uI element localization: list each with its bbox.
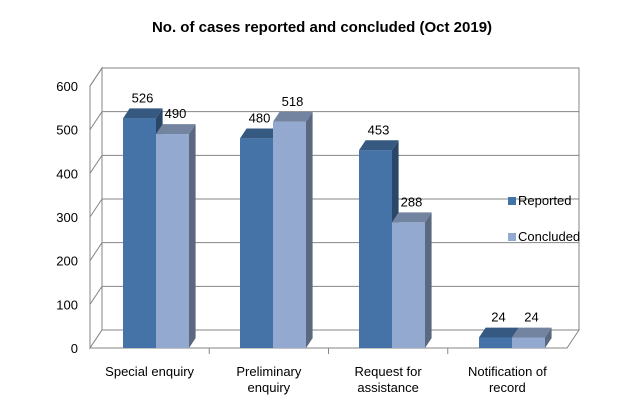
bar-front [359,150,392,348]
bar-top [479,327,519,338]
bar-front [479,337,512,348]
data-label: 24 [524,310,538,325]
bar-top [359,140,399,151]
bar-front [240,138,273,348]
y-tick-label: 100 [56,297,78,312]
bar-concluded-4 [512,327,552,348]
plot-area: 0 100 200 300 400 500 600 526 480 453 24 490 518 288 2… [56,66,580,395]
bar-front [123,118,156,349]
bar-side [306,111,313,348]
data-label: 518 [282,94,304,109]
data-label: 526 [132,90,154,105]
y-tick-label: 200 [56,254,78,269]
bar-front [392,222,425,348]
x-category-label: Special enquiry [105,364,194,379]
bar-top [273,111,313,122]
legend-swatch-concluded [508,233,516,241]
bar-front [273,121,306,348]
x-category-label: Request for assistance [355,364,423,395]
y-tick-label: 500 [56,123,78,138]
bar-top [156,124,196,135]
x-category-label: Notification of record [468,364,547,395]
y-tick-label: 300 [56,210,78,225]
legend-swatch-reported [508,197,516,205]
bar-top [123,108,163,119]
gridline [89,111,579,130]
legend: Reported Concluded [508,193,580,244]
bar-front [156,134,189,348]
bar-top [512,327,552,338]
legend-label-reported: Reported [518,193,571,208]
bar-side [189,124,196,348]
y-tick-label: 0 [71,341,78,356]
bar-concluded-1 [156,124,196,348]
data-label: 453 [368,122,390,137]
gridline [89,154,579,174]
data-label: 24 [491,310,505,325]
gridline [89,67,579,87]
bar-concluded-3 [392,212,432,348]
chart-title: No. of cases reported and concluded (Oct… [152,19,492,36]
bar-side [425,212,432,348]
bar-top [240,128,280,139]
x-category-label: Preliminary enquiry [236,364,302,395]
legend-label-concluded: Concluded [518,229,580,244]
bar-side [545,327,552,348]
bar-concluded-2 [273,111,313,348]
gridline [89,198,579,218]
y-tick-label: 600 [56,79,78,94]
data-label: 480 [249,111,271,126]
bar-front [512,337,545,348]
y-tick-label: 400 [56,166,78,181]
data-label: 490 [165,106,187,121]
bar-top [392,212,432,223]
data-label: 288 [401,194,423,209]
